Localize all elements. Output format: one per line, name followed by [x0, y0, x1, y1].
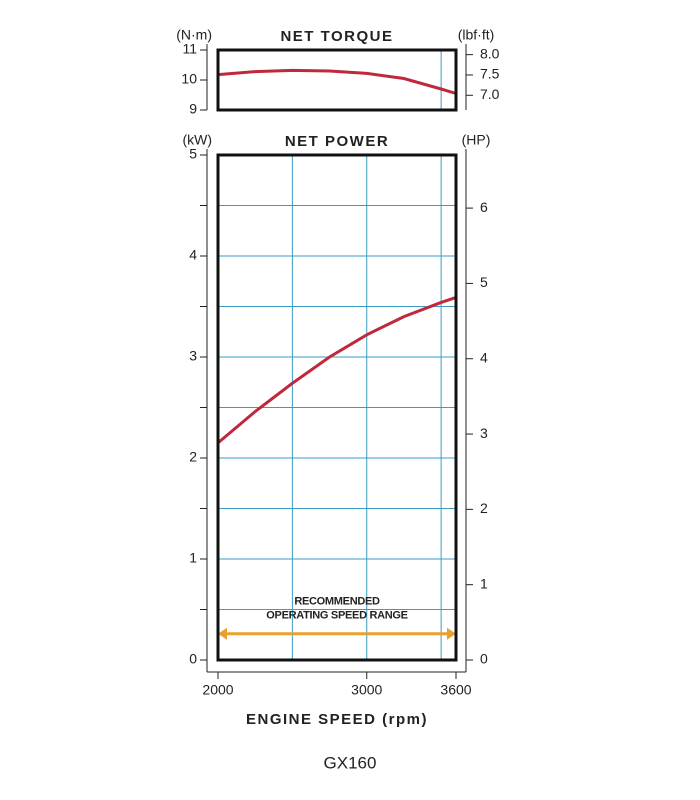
model-caption: GX160 — [324, 753, 377, 772]
x-tick-label: 2000 — [202, 682, 233, 698]
plot-frame — [216, 48, 458, 112]
y-tick-label: 1 — [189, 550, 197, 566]
plot-frame — [216, 153, 458, 662]
y2-tick-label: 2 — [480, 500, 488, 516]
y-tick-label: 4 — [189, 247, 197, 263]
y-axis-label: (N·m) — [176, 27, 212, 43]
y-tick-label: 0 — [189, 651, 197, 667]
y2-tick-label: 6 — [480, 199, 488, 215]
annotation-text: OPERATING SPEED RANGE — [266, 610, 407, 622]
y2-axis-label: (lbf·ft) — [458, 27, 495, 43]
y-tick-label: 10 — [181, 71, 197, 87]
x-axis-label: ENGINE SPEED (rpm) — [246, 711, 428, 728]
panel-title: NET POWER — [285, 133, 389, 150]
y2-tick-label: 7.5 — [480, 66, 500, 82]
y-tick-label: 3 — [189, 348, 197, 364]
x-tick-label: 3000 — [351, 682, 382, 698]
y2-tick-label: 5 — [480, 274, 488, 290]
y-tick-label: 11 — [182, 41, 197, 57]
data-line — [217, 68, 457, 95]
y-axis-label: (kW) — [182, 132, 212, 148]
annotation-text: RECOMMENDED — [294, 596, 380, 608]
y2-tick-label: 3 — [480, 425, 488, 441]
y2-tick-label: 4 — [480, 349, 488, 365]
y2-tick-label: 8.0 — [480, 45, 500, 61]
x-tick-label: 3600 — [440, 682, 471, 698]
data-line — [217, 295, 457, 444]
y2-tick-label: 7.0 — [480, 86, 500, 102]
y-tick-label: 5 — [189, 146, 197, 162]
y-tick-label: 2 — [189, 449, 197, 465]
y2-tick-label: 0 — [480, 651, 488, 667]
y2-tick-label: 1 — [480, 575, 488, 591]
y2-axis-label: (HP) — [462, 132, 491, 148]
panel-title: NET TORQUE — [280, 28, 393, 45]
y-tick-label: 9 — [189, 101, 197, 117]
